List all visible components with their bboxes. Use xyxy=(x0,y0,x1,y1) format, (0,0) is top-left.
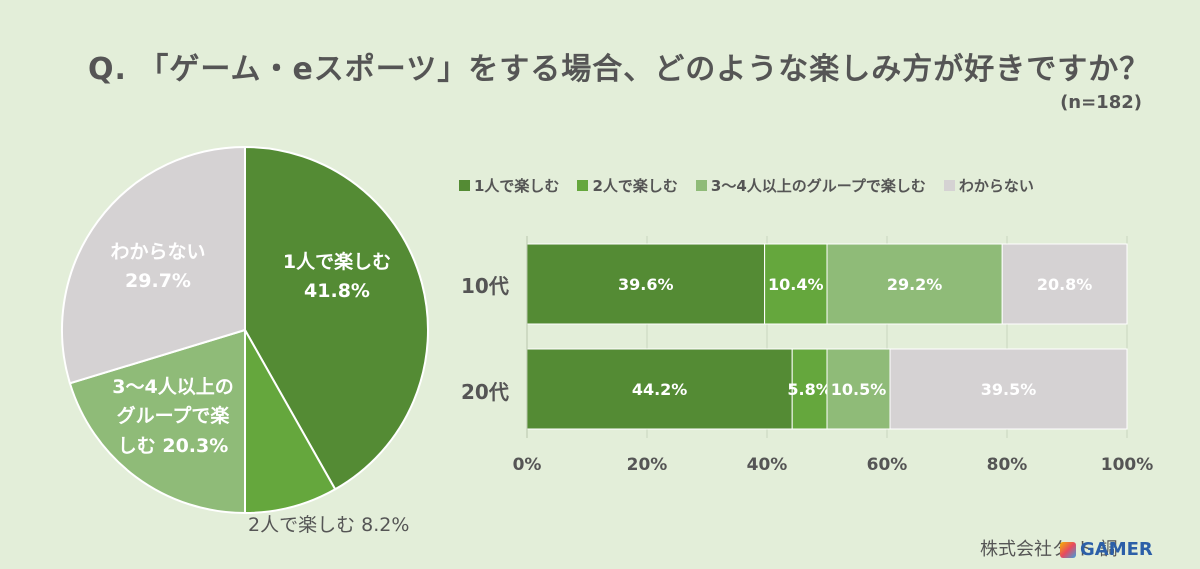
pie-slice-solo xyxy=(244,145,429,491)
bar-label-20s-solo: 44.2% xyxy=(632,380,688,399)
bar-20s-solo xyxy=(526,348,793,430)
legend-item-solo: 1人で楽しむ xyxy=(459,175,559,196)
legend-item-group: 3〜4人以上のグループで楽しむ xyxy=(695,175,926,196)
pie-label-group-line1: 3〜4人以上の xyxy=(112,376,234,398)
sample-size: (n=182) xyxy=(1060,92,1142,113)
bar-20s-duo xyxy=(791,348,828,430)
category-label-20s: 20代 xyxy=(461,380,509,404)
pie-label-solo-value: 41.8% xyxy=(304,280,370,303)
bar-20s-unknown xyxy=(889,348,1128,430)
bar-label-10s-group: 29.2% xyxy=(887,275,943,294)
bar-label-10s-duo: 10.4% xyxy=(768,275,824,294)
legend-label-unknown: わからない xyxy=(958,177,1034,195)
bar-label-20s-unknown: 39.5% xyxy=(981,380,1037,399)
pie-label-solo-name: 1人で楽しむ xyxy=(282,251,392,273)
legend-item-unknown: わからない xyxy=(943,175,1034,196)
bar-20s-group xyxy=(826,348,891,430)
legend-swatch-duo xyxy=(577,180,589,191)
legend-label-solo: 1人で楽しむ xyxy=(474,177,560,195)
bar-label-20s-group: 10.5% xyxy=(831,380,887,399)
pie-label-unknown: わからない 29.7% xyxy=(88,238,228,297)
x-tick-80: 80% xyxy=(986,455,1028,475)
legend-label-group: 3〜4人以上のグループで楽しむ xyxy=(710,177,926,195)
bar-10s-group xyxy=(826,243,1003,325)
pie-label-solo: 1人で楽しむ 41.8% xyxy=(262,248,412,307)
x-tick-60: 60% xyxy=(866,455,908,475)
x-tick-20: 20% xyxy=(626,455,668,475)
legend-swatch-solo xyxy=(459,180,470,191)
legend: 1人で楽しむ 2人で楽しむ 3〜4人以上のグループで楽しむ わからない xyxy=(459,175,1034,196)
category-label-10s: 10代 xyxy=(461,274,509,298)
x-tick-0: 0% xyxy=(512,455,542,475)
legend-item-duo: 2人で楽しむ xyxy=(577,175,678,196)
pie-label-duo-text: 2人で楽しむ 8.2% xyxy=(248,514,410,536)
gamer-logo-icon xyxy=(1060,541,1076,558)
gamer-logo: GAMER xyxy=(1060,539,1153,560)
pie-label-group-line3: しむ 20.3% xyxy=(117,434,229,457)
bar-label-20s-duo: 5.8% xyxy=(787,380,831,399)
credit-text: 株式会社タ ト 調 xyxy=(980,539,1118,560)
legend-label-duo: 2人で楽しむ xyxy=(592,177,678,195)
legend-swatch-group xyxy=(695,180,707,191)
pie-label-group: 3〜4人以上の グループで楽 しむ 20.3% xyxy=(88,373,258,461)
pie-slice-unknown xyxy=(61,145,246,385)
x-tick-40: 40% xyxy=(746,455,788,475)
pie-slice-duo xyxy=(244,326,337,515)
pie-slice-group xyxy=(68,328,246,515)
x-tick-100: 100% xyxy=(1100,455,1154,475)
gamer-logo-text: GAMER xyxy=(1080,539,1153,560)
pie-label-duo: 2人で楽しむ 8.2% xyxy=(248,511,448,540)
pie-label-unknown-value: 29.7% xyxy=(125,270,191,293)
pie-label-group-line2: グループで楽 xyxy=(116,405,230,428)
pie-label-unknown-name: わからない xyxy=(110,241,206,263)
bar-label-10s-unknown: 20.8% xyxy=(1037,275,1093,294)
legend-swatch-unknown xyxy=(943,180,955,191)
bar-label-10s-solo: 39.6% xyxy=(618,275,674,294)
bar-10s-unknown xyxy=(1001,243,1128,325)
chart-title: Q. 「ゲーム・eスポーツ」をする場合、どのような楽しみ方が好きですか？ xyxy=(88,52,1151,87)
